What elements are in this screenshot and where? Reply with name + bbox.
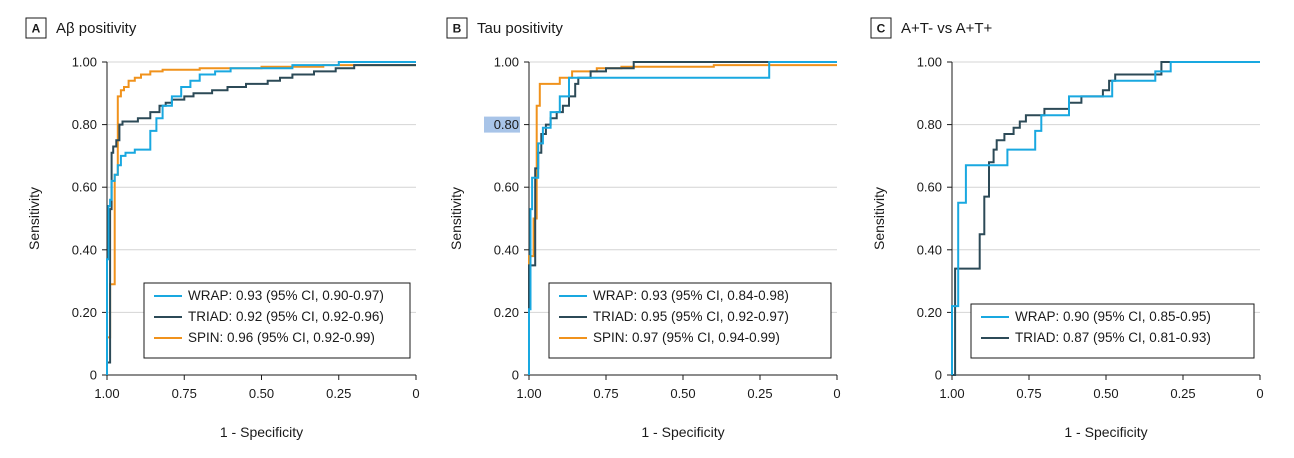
x-tick-label: 1.00 (94, 386, 119, 401)
panel-title: Aβ positivity (56, 20, 137, 37)
legend-entry-triad: TRIAD: 0.87 (95% CI, 0.81-0.93) (1015, 330, 1211, 345)
legend-entry-triad: TRIAD: 0.92 (95% CI, 0.92-0.96) (188, 309, 384, 324)
x-tick-label: 0.50 (670, 386, 695, 401)
panel-letter-box (870, 17, 892, 39)
x-tick-label: 0.75 (172, 386, 197, 401)
panel-title: Tau positivity (477, 20, 563, 37)
legend-entry-wrap: WRAP: 0.93 (95% CI, 0.90-0.97) (188, 288, 384, 303)
y-tick-label: 0 (935, 368, 942, 383)
x-axis-label: 1 - Specificity (641, 424, 724, 440)
y-tick-label: 0 (90, 368, 97, 383)
panel-c: C A+T- vs A+T+ 0 0.20 0.40 0.60 0.80 1.00 1.00 0.… (870, 17, 1264, 440)
y-tick-label: 1.00 (494, 55, 519, 70)
legend-entry-triad: TRIAD: 0.95 (95% CI, 0.92-0.97) (593, 309, 789, 324)
legend-entry-wrap: WRAP: 0.93 (95% CI, 0.84-0.98) (593, 288, 789, 303)
panel-a: A Aβ positivity 0 0.20 0.40 0.60 0.80 1.00 1.00 0… (25, 17, 420, 440)
panel-letter: C (877, 22, 886, 36)
y-axis-label: Sensitivity (448, 187, 464, 250)
x-tick-label: 0 (1256, 386, 1263, 401)
y-axis-label: Sensitivity (26, 187, 42, 250)
y-tick-label: 0.80 (917, 117, 942, 132)
panel-letter-box (25, 17, 47, 39)
roc-curve-spin (528, 64, 837, 375)
y-tick-label: 0.60 (917, 180, 942, 195)
y-axis-label: Sensitivity (871, 187, 887, 250)
y-tick-label: 0.40 (72, 242, 97, 257)
y-tick-label: 0.60 (72, 180, 97, 195)
roc-curve-spin (106, 64, 416, 375)
legend-box (970, 303, 1255, 359)
y-tick-label: 0 (512, 368, 519, 383)
x-tick-label: 0 (833, 386, 840, 401)
y-tick-highlight (484, 116, 520, 133)
x-axis-label: 1 - Specificity (220, 424, 303, 440)
x-tick-label: 0.75 (1016, 386, 1041, 401)
legend-entry-spin: SPIN: 0.96 (95% CI, 0.92-0.99) (188, 330, 375, 345)
y-tick-label: 1.00 (72, 55, 97, 70)
legend-entry-wrap: WRAP: 0.90 (95% CI, 0.85-0.95) (1015, 309, 1211, 324)
x-tick-label: 1.00 (516, 386, 541, 401)
roc-curve-wrap (106, 61, 416, 375)
y-tick-label: 0.40 (917, 242, 942, 257)
y-tick-label: 0.80 (72, 117, 97, 132)
x-tick-label: 1.00 (939, 386, 964, 401)
panel-letter: B (453, 22, 462, 36)
y-tick-label: 0.20 (72, 305, 97, 320)
roc-curve-wrap (528, 61, 837, 375)
x-tick-label: 0.25 (1170, 386, 1195, 401)
legend-box (548, 282, 832, 359)
y-tick-label: 0.80 (494, 117, 519, 132)
panel-title: A+T- vs A+T+ (901, 20, 993, 37)
y-tick-label: 1.00 (917, 55, 942, 70)
y-tick-label: 0.20 (917, 305, 942, 320)
x-tick-label: 0.50 (1093, 386, 1118, 401)
panel-b: B Tau positivity 0 0.20 0.40 0.60 0.80 1.00 1.00… (446, 17, 841, 440)
x-tick-label: 0.25 (747, 386, 772, 401)
roc-curve-wrap (951, 61, 1260, 375)
x-tick-label: 0 (412, 386, 419, 401)
x-tick-label: 0.75 (593, 386, 618, 401)
legend-box (143, 282, 411, 359)
legend-entry-spin: SPIN: 0.97 (95% CI, 0.94-0.99) (593, 330, 780, 345)
panel-letter: A (32, 22, 41, 36)
roc-curve-triad (952, 61, 1260, 376)
panel-letter-box (446, 17, 468, 39)
x-tick-label: 0.25 (326, 386, 351, 401)
y-tick-label: 0.60 (494, 180, 519, 195)
x-tick-label: 0.50 (249, 386, 274, 401)
y-tick-label: 0.40 (494, 242, 519, 257)
y-tick-label: 0.20 (494, 305, 519, 320)
x-axis-label: 1 - Specificity (1064, 424, 1147, 440)
